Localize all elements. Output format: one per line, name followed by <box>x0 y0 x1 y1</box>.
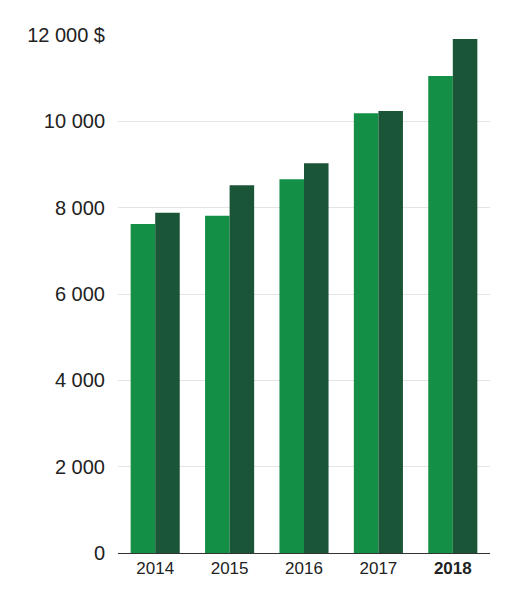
svg-text:8 000: 8 000 <box>55 197 105 219</box>
svg-text:2015: 2015 <box>211 559 249 578</box>
svg-text:6 000: 6 000 <box>55 283 105 305</box>
svg-text:2018: 2018 <box>434 559 472 578</box>
svg-text:12 000 $: 12 000 $ <box>27 24 105 46</box>
svg-text:2 000: 2 000 <box>55 456 105 478</box>
svg-text:2014: 2014 <box>136 559 174 578</box>
svg-text:0: 0 <box>94 542 105 564</box>
svg-text:10 000: 10 000 <box>44 110 105 132</box>
svg-text:4 000: 4 000 <box>55 369 105 391</box>
svg-text:2016: 2016 <box>285 559 323 578</box>
svg-text:2017: 2017 <box>359 559 397 578</box>
